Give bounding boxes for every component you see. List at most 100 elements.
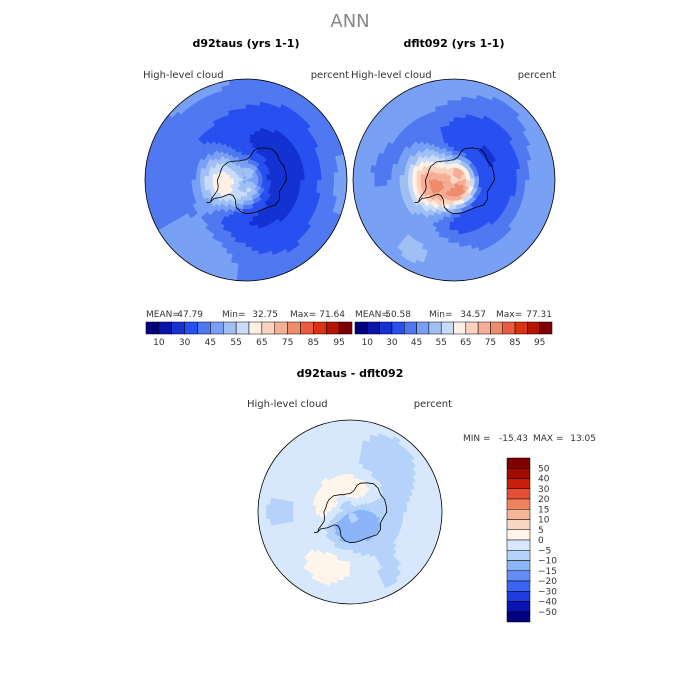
field-cell — [353, 170, 358, 181]
field-cell — [157, 179, 163, 189]
field-cell — [288, 511, 294, 518]
field-cell — [240, 234, 247, 240]
field-cell — [372, 511, 378, 515]
field-cell — [238, 259, 247, 265]
field-cell — [453, 129, 459, 135]
field-cell — [245, 229, 252, 236]
colorbar-swatch — [453, 321, 467, 335]
field-cell — [240, 229, 247, 236]
field-cell — [243, 204, 247, 210]
field-cell — [349, 442, 357, 448]
field-cell — [237, 91, 247, 97]
field-cell — [307, 507, 313, 513]
field-cell — [239, 242, 247, 248]
field-cell — [245, 263, 255, 269]
colorbar-swatch — [440, 321, 454, 335]
field-cell — [382, 173, 388, 181]
field-cell — [353, 179, 358, 190]
field-cell — [349, 469, 355, 475]
field-cell — [446, 255, 455, 261]
field-cell — [145, 179, 150, 190]
field-cell — [453, 87, 463, 93]
field-cell — [453, 250, 461, 257]
colorbar-swatch — [171, 321, 185, 335]
field-cell — [148, 171, 155, 181]
field-cell — [453, 150, 457, 156]
field-cell — [453, 91, 463, 97]
field-cell — [482, 179, 489, 184]
field-cell — [333, 171, 339, 181]
colorbar-swatch — [300, 321, 314, 335]
field-cell — [245, 95, 254, 101]
field-cell — [399, 511, 405, 518]
field-cell — [349, 450, 356, 456]
field-cell — [448, 229, 455, 236]
field-cell — [449, 225, 455, 231]
field-cell — [445, 267, 455, 273]
field-cell — [178, 173, 184, 181]
field-cell — [186, 174, 192, 181]
field-cell — [241, 217, 247, 223]
field-cell — [516, 173, 522, 181]
field-cell — [337, 171, 344, 181]
field-cell — [418, 511, 424, 519]
field-cell — [365, 179, 371, 189]
field-cell — [311, 508, 316, 513]
field-cell — [325, 172, 331, 181]
field-cell — [406, 506, 412, 513]
field-cell — [291, 175, 297, 181]
field-cell — [545, 171, 552, 181]
colorbar-swatch — [261, 321, 275, 335]
field-cell — [403, 175, 409, 181]
max-label: Max= — [496, 310, 522, 320]
field-cell — [303, 507, 309, 513]
field-cell — [537, 171, 543, 181]
field-cell — [349, 496, 352, 501]
colorbar-tick-label: 65 — [460, 338, 471, 348]
field-cell — [349, 557, 355, 563]
field-cell — [295, 174, 302, 181]
field-cell — [453, 95, 462, 101]
field-cell — [344, 561, 351, 567]
stats-line: MEAN= 50.58 Min= 34.57 Max= 77.31 — [355, 310, 552, 320]
field-cell — [245, 137, 251, 143]
field-cell — [369, 179, 375, 188]
field-cell — [453, 124, 460, 131]
field-cell — [287, 179, 293, 185]
field-cell — [329, 171, 335, 181]
field-cell — [344, 450, 351, 456]
field-cell — [365, 171, 371, 181]
field-cell — [237, 271, 247, 278]
field-cell — [284, 505, 290, 513]
min-value: 34.57 — [460, 310, 486, 320]
colorbar-tick-label: 85 — [308, 338, 319, 348]
stats-line: MEAN= 47.79 Min= 32.75 Max= 71.64 — [146, 310, 345, 320]
field-cell — [245, 108, 253, 114]
field-cell — [447, 108, 455, 114]
field-cell — [453, 267, 463, 273]
field-cell — [303, 511, 309, 517]
field-cell — [395, 511, 401, 517]
field-cell — [148, 179, 155, 189]
field-cell — [445, 271, 455, 278]
panel-title: dflt092 (yrs 1-1) — [404, 37, 505, 50]
field-cell — [495, 175, 501, 181]
antarctica-coastline — [206, 147, 287, 215]
field-cell — [240, 124, 247, 131]
colorbar-swatch — [477, 321, 491, 335]
field-cell — [245, 221, 251, 227]
panel-difference: d92taus - dflt092 High-level cloud perce… — [247, 367, 596, 623]
max-label: Max= — [290, 310, 316, 320]
field-cell — [447, 246, 455, 252]
field-cell — [333, 179, 339, 189]
field-cell — [349, 561, 356, 567]
field-cell — [266, 179, 272, 183]
field-cell — [453, 103, 461, 110]
field-cell — [451, 200, 455, 206]
colorbar-tick-label: 10 — [362, 338, 374, 348]
field-cell — [165, 179, 171, 188]
field-cell — [356, 171, 363, 181]
field-cell — [245, 120, 252, 126]
colorbar-tick-label: 45 — [411, 338, 422, 348]
